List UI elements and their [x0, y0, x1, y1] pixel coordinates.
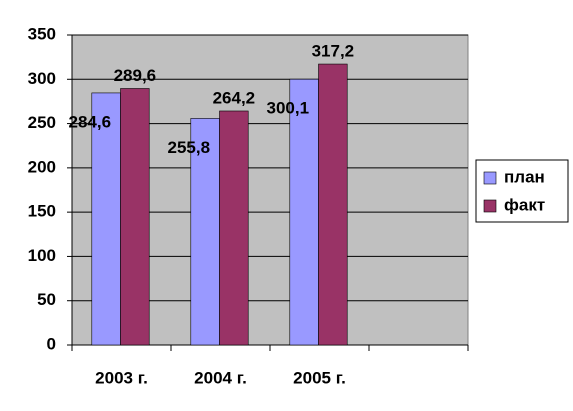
legend-label: план — [504, 167, 545, 186]
y-tick-label: 350 — [28, 24, 56, 43]
data-label: 264,2 — [213, 88, 256, 107]
y-tick-label: 50 — [37, 290, 56, 309]
x-tick-label: 2003 г. — [95, 368, 148, 387]
bar — [289, 78, 319, 346]
bar — [219, 110, 249, 346]
y-tick-label: 150 — [28, 202, 56, 221]
legend-swatch — [483, 199, 497, 213]
bar — [318, 63, 348, 346]
y-tick-label: 0 — [47, 334, 56, 353]
data-label: 317,2 — [312, 42, 355, 61]
y-tick-label: 100 — [28, 246, 56, 265]
data-label: 289,6 — [114, 66, 157, 85]
legend-swatch — [483, 171, 497, 185]
bar — [91, 92, 121, 346]
x-tick-label: 2005 г. — [293, 368, 346, 387]
legend-label: факт — [504, 195, 545, 214]
y-tick-label: 200 — [28, 157, 56, 176]
bar — [190, 118, 220, 346]
bar — [120, 88, 150, 346]
data-label: 300,1 — [267, 99, 310, 118]
data-label: 284,6 — [69, 112, 112, 131]
x-tick-label: 2004 г. — [194, 368, 247, 387]
data-label: 255,8 — [168, 138, 211, 157]
y-tick-label: 250 — [28, 113, 56, 132]
y-tick-label: 300 — [28, 69, 56, 88]
